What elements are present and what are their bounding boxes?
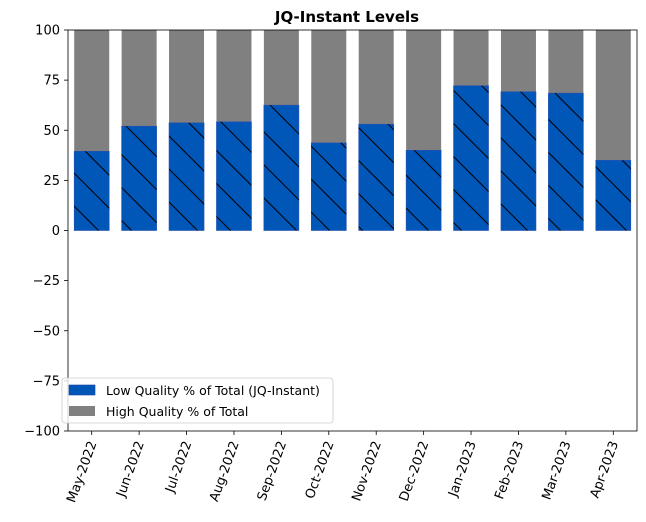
legend-label-high-quality: High Quality % of Total xyxy=(106,404,248,419)
bars xyxy=(73,30,632,231)
bar-high-quality-Nov-2022 xyxy=(358,30,394,125)
bar-high-quality-Sep-2022 xyxy=(263,30,299,106)
bar-hatch-Dec-2022 xyxy=(406,150,442,231)
bar-hatch-Mar-2023 xyxy=(548,93,584,231)
legend-label-low-quality: Low Quality % of Total (JQ-Instant) xyxy=(106,383,320,398)
bar-high-quality-May-2022 xyxy=(74,30,110,152)
legend-swatch-high-quality xyxy=(69,406,95,416)
bar-hatch-Apr-2023 xyxy=(595,160,631,231)
legend-swatch-low-quality xyxy=(68,384,96,396)
x-tick-label: Nov-2022 xyxy=(349,439,385,503)
x-tick-label: May-2022 xyxy=(64,439,100,505)
x-tick-label: Jun-2022 xyxy=(114,439,148,500)
bar-high-quality-Feb-2023 xyxy=(500,30,536,92)
x-tick-label: Aug-2022 xyxy=(207,439,243,503)
bar-hatch-Sep-2022 xyxy=(263,105,299,231)
y-tick-label: 0 xyxy=(52,224,60,239)
x-tick-label: Dec-2022 xyxy=(397,439,433,503)
bar-high-quality-Aug-2022 xyxy=(216,30,252,122)
bar-hatch-Oct-2022 xyxy=(311,142,347,231)
x-axis: May-2022 Jun-2022 Jul-2022 Aug-2022 Sep-2022… xyxy=(64,431,622,505)
bar-high-quality-Dec-2022 xyxy=(406,30,442,151)
x-tick-label: Oct-2022 xyxy=(303,439,338,501)
y-tick-label: 100 xyxy=(35,24,60,39)
y-tick-label: −100 xyxy=(24,425,60,440)
chart-title: JQ-Instant Levels xyxy=(274,8,419,26)
y-tick-label: −75 xyxy=(33,374,60,389)
bar-high-quality-Jan-2023 xyxy=(453,30,489,86)
bar-high-quality-Apr-2023 xyxy=(595,30,631,161)
bar-high-quality-Oct-2022 xyxy=(311,30,347,143)
y-tick-label: −50 xyxy=(33,324,60,339)
legend: Low Quality % of Total (JQ-Instant) High… xyxy=(61,377,334,424)
y-tick-label: 25 xyxy=(43,174,60,189)
bar-hatch-Jul-2022 xyxy=(169,122,205,231)
x-tick-label: Sep-2022 xyxy=(255,439,290,503)
bar-hatch-Jun-2022 xyxy=(121,126,157,231)
y-tick-label: 75 xyxy=(43,74,60,89)
bar-high-quality-Jul-2022 xyxy=(169,30,205,123)
x-tick-label: Jan-2023 xyxy=(446,439,480,499)
bar-high-quality-Jun-2022 xyxy=(121,30,157,127)
x-tick-label: Jul-2022 xyxy=(163,439,196,495)
bar-hatch-Aug-2022 xyxy=(216,121,252,231)
bar-hatch-May-2022 xyxy=(74,151,110,231)
bar-hatch-Feb-2023 xyxy=(500,91,536,231)
bar-high-quality-Mar-2023 xyxy=(548,30,584,94)
x-tick-label: Mar-2023 xyxy=(540,439,575,502)
y-tick-label: 50 xyxy=(43,124,60,139)
x-tick-label: Apr-2023 xyxy=(588,439,622,500)
y-axis: 100 75 50 25 0 −25 −50 −75 −100 xyxy=(24,24,68,440)
bar-hatch-Nov-2022 xyxy=(358,124,394,231)
y-tick-label: −25 xyxy=(33,274,60,289)
x-tick-label: Feb-2023 xyxy=(492,439,527,501)
bar-hatch-Jan-2023 xyxy=(453,85,489,231)
